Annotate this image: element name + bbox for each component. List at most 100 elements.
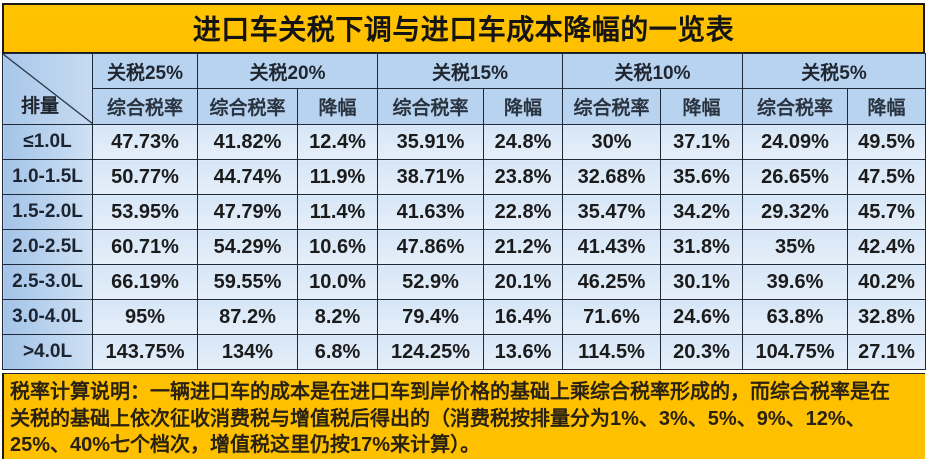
header-row-tariff: 排量 关税25% 关税20% 关税15% 关税10% 关税5% xyxy=(2,53,926,125)
table-row: 1.5-2.0L 53.95% 47.79% 11.4% 41.63% 22.8… xyxy=(2,194,926,230)
table-cell: 20.3% xyxy=(660,334,743,370)
table-cell: 46.25% xyxy=(562,264,661,300)
row-label-displacement: 1.0-1.5L xyxy=(2,159,93,195)
table-cell: 134% xyxy=(197,334,298,370)
table-cell: 47.86% xyxy=(377,229,484,265)
table-cell: 8.2% xyxy=(297,299,378,335)
subheader-rate: 综合税率 xyxy=(197,88,298,125)
table-cell: 47.73% xyxy=(92,124,198,160)
table-cell: 54.29% xyxy=(197,229,298,265)
table-cell: 87.2% xyxy=(197,299,298,335)
tariff-table-sheet: 进口车关税下调与进口车成本降幅的一览表 排量 关税25% 关税20% 关税15%… xyxy=(2,3,926,459)
table-cell: 41.63% xyxy=(377,194,484,230)
table-cell: 29.32% xyxy=(742,194,848,230)
table-cell: 13.6% xyxy=(483,334,563,370)
table-cell: 40.2% xyxy=(847,264,926,300)
table-cell: 104.75% xyxy=(742,334,848,370)
table-cell: 10.0% xyxy=(297,264,378,300)
table-cell: 45.7% xyxy=(847,194,926,230)
table-cell: 79.4% xyxy=(377,299,484,335)
table-row: >4.0L 143.75% 134% 6.8% 124.25% 13.6% 11… xyxy=(2,334,926,370)
table-cell: 23.8% xyxy=(483,159,563,195)
group-header-15: 关税15% xyxy=(377,53,563,89)
table-cell: 63.8% xyxy=(742,299,848,335)
table-cell: 6.8% xyxy=(297,334,378,370)
table-cell: 16.4% xyxy=(483,299,563,335)
table-cell: 53.95% xyxy=(92,194,198,230)
table-cell: 11.4% xyxy=(297,194,378,230)
table-cell: 12.4% xyxy=(297,124,378,160)
table-cell: 44.74% xyxy=(197,159,298,195)
table-row: 2.5-3.0L 66.19% 59.55% 10.0% 52.9% 20.1%… xyxy=(2,264,926,300)
table-cell: 34.2% xyxy=(660,194,743,230)
subheader-decrease: 降幅 xyxy=(483,88,563,125)
table-cell: 35.47% xyxy=(562,194,661,230)
table-cell: 32.8% xyxy=(847,299,926,335)
table-cell: 59.55% xyxy=(197,264,298,300)
subheader-decrease: 降幅 xyxy=(297,88,378,125)
table-cell: 27.1% xyxy=(847,334,926,370)
table-cell: 31.8% xyxy=(660,229,743,265)
table-cell: 49.5% xyxy=(847,124,926,160)
group-header-5: 关税5% xyxy=(742,53,926,89)
table-row: 1.0-1.5L 50.77% 44.74% 11.9% 38.71% 23.8… xyxy=(2,159,926,195)
subheader-rate: 综合税率 xyxy=(377,88,484,125)
table-cell: 10.6% xyxy=(297,229,378,265)
table-cell: 143.75% xyxy=(92,334,198,370)
table-cell: 35.91% xyxy=(377,124,484,160)
row-label-displacement: 2.0-2.5L xyxy=(2,229,93,265)
table-cell: 50.77% xyxy=(92,159,198,195)
table-row: 2.0-2.5L 60.71% 54.29% 10.6% 47.86% 21.2… xyxy=(2,229,926,265)
table-cell: 20.1% xyxy=(483,264,563,300)
row-label-displacement: ≤1.0L xyxy=(2,124,93,160)
table-cell: 35.6% xyxy=(660,159,743,195)
row-label-displacement: 3.0-4.0L xyxy=(2,299,93,335)
row-label-displacement: >4.0L xyxy=(2,334,93,370)
table-cell: 37.1% xyxy=(660,124,743,160)
table-cell: 41.43% xyxy=(562,229,661,265)
group-header-10: 关税10% xyxy=(562,53,743,89)
table-cell: 41.82% xyxy=(197,124,298,160)
table-cell: 30% xyxy=(562,124,661,160)
table-cell: 66.19% xyxy=(92,264,198,300)
subheader-decrease: 降幅 xyxy=(847,88,926,125)
subheader-rate: 综合税率 xyxy=(92,88,198,125)
table-cell: 35% xyxy=(742,229,848,265)
diagonal-divider-icon xyxy=(3,54,92,124)
note-line: 关税的基础上依次征收消费税与增值税后得出的（消费税按排量分为1%、3%、5%、9… xyxy=(10,407,866,430)
table-cell: 39.6% xyxy=(742,264,848,300)
table-row: ≤1.0L 47.73% 41.82% 12.4% 35.91% 24.8% 3… xyxy=(2,124,926,160)
table-cell: 22.8% xyxy=(483,194,563,230)
subheader-rate: 综合税率 xyxy=(562,88,661,125)
table-cell: 95% xyxy=(92,299,198,335)
note-line: 25%、40%七个档次，增值税这里仍按17%来计算）。 xyxy=(10,434,481,456)
note-line: 税率计算说明：一辆进口车的成本是在进口车到岸价格的基础上乘综合税率形成的，而综合… xyxy=(10,381,890,403)
table-cell: 60.71% xyxy=(92,229,198,265)
table-cell: 24.09% xyxy=(742,124,848,160)
table-cell: 42.4% xyxy=(847,229,926,265)
table-row: 3.0-4.0L 95% 87.2% 8.2% 79.4% 16.4% 71.6… xyxy=(2,299,926,335)
table-cell: 38.71% xyxy=(377,159,484,195)
table-cell: 30.1% xyxy=(660,264,743,300)
tariff-table: 排量 关税25% 关税20% 关税15% 关税10% 关税5% 综合税率 综合税… xyxy=(2,53,926,370)
table-cell: 47.5% xyxy=(847,159,926,195)
table-cell: 114.5% xyxy=(562,334,661,370)
group-header-25: 关税25% xyxy=(92,53,198,89)
subheader-rate: 综合税率 xyxy=(742,88,848,125)
table-cell: 52.9% xyxy=(377,264,484,300)
table-title: 进口车关税下调与进口车成本降幅的一览表 xyxy=(2,3,925,53)
header-row-metric: 综合税率 综合税率 降幅 综合税率 降幅 综合税率 降幅 综合税率 降幅 xyxy=(3,88,926,125)
table-cell: 24.6% xyxy=(660,299,743,335)
calculation-note: 税率计算说明：一辆进口车的成本是在进口车到岸价格的基础上乘综合税率形成的，而综合… xyxy=(2,373,925,459)
table-cell: 11.9% xyxy=(297,159,378,195)
subheader-decrease: 降幅 xyxy=(660,88,743,125)
corner-cell: 排量 xyxy=(2,53,93,125)
row-label-displacement: 1.5-2.0L xyxy=(2,194,93,230)
table-cell: 21.2% xyxy=(483,229,563,265)
group-header-20: 关税20% xyxy=(197,53,378,89)
displacement-label: 排量 xyxy=(21,96,60,117)
table-cell: 26.65% xyxy=(742,159,848,195)
table-cell: 32.68% xyxy=(562,159,661,195)
row-label-displacement: 2.5-3.0L xyxy=(2,264,93,300)
table-cell: 47.79% xyxy=(197,194,298,230)
